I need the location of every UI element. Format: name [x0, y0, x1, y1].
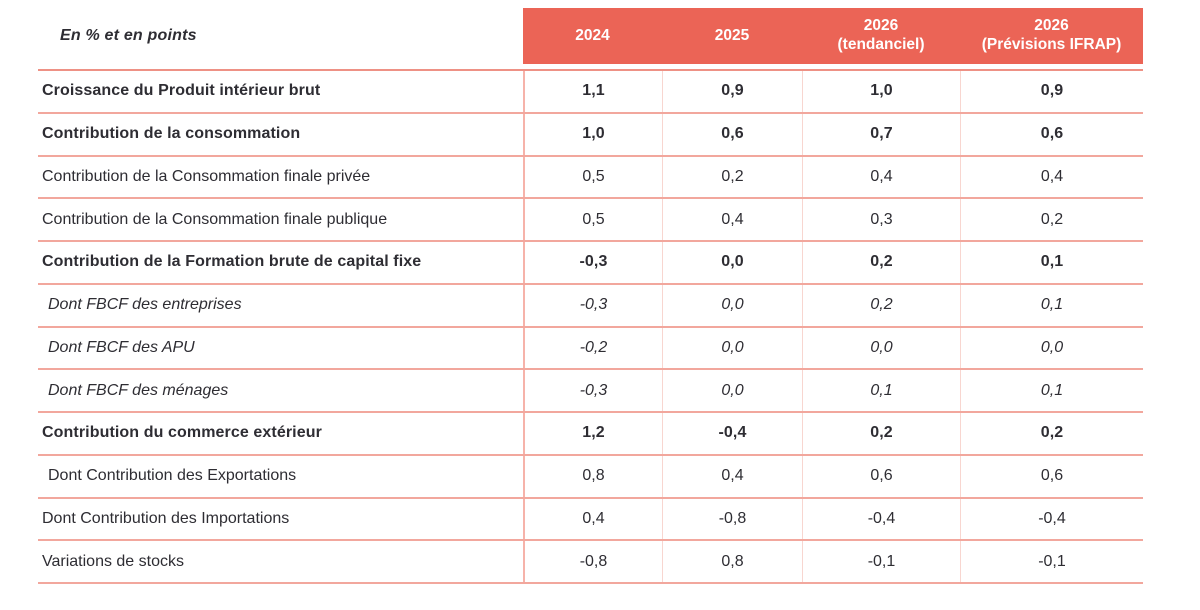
value-cell: 0,8: [523, 455, 662, 497]
value-cell: -0,4: [662, 413, 802, 454]
value-cell: 0,5: [523, 156, 662, 198]
value-cell: 0,2: [802, 413, 960, 454]
value-cell: 0,0: [662, 284, 802, 326]
value-cell: 0,4: [662, 199, 802, 240]
forecast-table: En % et en points 2024 2025 2026 (tendan…: [38, 8, 1143, 584]
value-cell: -0,4: [960, 498, 1143, 540]
value-cell: 0,2: [960, 199, 1143, 240]
table-row: Variations de stocks -0,8 0,8 -0,1 -0,1: [38, 541, 1143, 584]
value-cell: -0,8: [662, 498, 802, 540]
column-header-2026-previsions-ifrap: 2026 (Prévisions IFRAP): [960, 8, 1143, 64]
value-cell: 0,6: [960, 113, 1143, 155]
value-cell: 0,6: [960, 455, 1143, 497]
row-label: Dont FBCF des APU: [48, 338, 195, 356]
table-row: Contribution de la Consommation finale p…: [38, 199, 1143, 242]
table-row: Contribution de la Formation brute de ca…: [38, 242, 1143, 285]
value-cell: 0,0: [802, 327, 960, 369]
value-cell: -0,4: [802, 498, 960, 540]
table-row: Dont FBCF des entreprises -0,3 0,0 0,2 0…: [38, 284, 1143, 328]
row-label: Contribution de la consommation: [42, 125, 301, 143]
value-cell: -0,3: [523, 370, 662, 411]
value-cell: 0,9: [960, 71, 1143, 112]
value-cell: 0,9: [662, 71, 802, 112]
row-label: Dont FBCF des entreprises: [48, 296, 242, 314]
row-label: Dont FBCF des ménages: [48, 381, 229, 399]
value-cell: -0,1: [960, 541, 1143, 582]
table-row: Contribution de la consommation 1,0 0,6 …: [38, 113, 1143, 157]
value-cell: 1,1: [523, 71, 662, 112]
row-label: Contribution du commerce extérieur: [42, 424, 322, 442]
value-cell: 0,3: [802, 199, 960, 240]
value-cell: 0,4: [802, 156, 960, 198]
value-cell: 0,4: [523, 498, 662, 540]
table-corner-label: En % et en points: [60, 27, 197, 44]
column-header-2024: 2024: [523, 8, 662, 64]
value-cell: -0,2: [523, 327, 662, 369]
table-row: Contribution de la Consommation finale p…: [38, 156, 1143, 200]
row-label: Variations de stocks: [42, 552, 184, 570]
value-cell: -0,3: [523, 242, 662, 283]
table-row: Dont FBCF des ménages -0,3 0,0 0,1 0,1: [38, 370, 1143, 413]
column-header-2026-tendanciel: 2026 (tendanciel): [802, 8, 960, 64]
value-cell: 0,7: [802, 113, 960, 155]
value-cell: 0,8: [662, 541, 802, 582]
value-cell: -0,3: [523, 284, 662, 326]
value-cell: 0,6: [662, 113, 802, 155]
value-cell: 0,5: [523, 199, 662, 240]
value-cell: 0,4: [960, 156, 1143, 198]
column-header-2025: 2025: [662, 8, 802, 64]
value-cell: 0,1: [802, 370, 960, 411]
row-label: Dont Contribution des Importations: [42, 509, 290, 527]
table-header-row: En % et en points 2024 2025 2026 (tendan…: [38, 8, 1143, 71]
value-cell: 0,2: [662, 156, 802, 198]
value-cell: 0,2: [802, 242, 960, 283]
table-row: Dont FBCF des APU -0,2 0,0 0,0 0,0: [38, 327, 1143, 371]
value-cell: 1,0: [802, 71, 960, 112]
value-cell: -0,1: [802, 541, 960, 582]
row-label: Dont Contribution des Exportations: [48, 467, 297, 485]
table-row: Contribution du commerce extérieur 1,2 -…: [38, 413, 1143, 456]
value-cell: 0,2: [960, 413, 1143, 454]
table-row: Dont Contribution des Importations 0,4 -…: [38, 498, 1143, 542]
row-label: Contribution de la Consommation finale p…: [42, 210, 388, 228]
value-cell: 0,0: [662, 242, 802, 283]
table-row: Croissance du Produit intérieur brut 1,1…: [38, 71, 1143, 114]
row-label: Croissance du Produit intérieur brut: [42, 82, 321, 100]
value-cell: 1,2: [523, 413, 662, 454]
value-cell: 0,1: [960, 284, 1143, 326]
value-cell: 0,1: [960, 370, 1143, 411]
value-cell: 0,0: [662, 327, 802, 369]
value-cell: 0,2: [802, 284, 960, 326]
value-cell: -0,8: [523, 541, 662, 582]
row-label: Contribution de la Consommation finale p…: [42, 167, 371, 185]
value-cell: 0,1: [960, 242, 1143, 283]
value-cell: 0,0: [960, 327, 1143, 369]
value-cell: 0,0: [662, 370, 802, 411]
value-cell: 1,0: [523, 113, 662, 155]
row-label: Contribution de la Formation brute de ca…: [42, 253, 422, 271]
value-cell: 0,6: [802, 455, 960, 497]
value-cell: 0,4: [662, 455, 802, 497]
table-row: Dont Contribution des Exportations 0,8 0…: [38, 455, 1143, 499]
